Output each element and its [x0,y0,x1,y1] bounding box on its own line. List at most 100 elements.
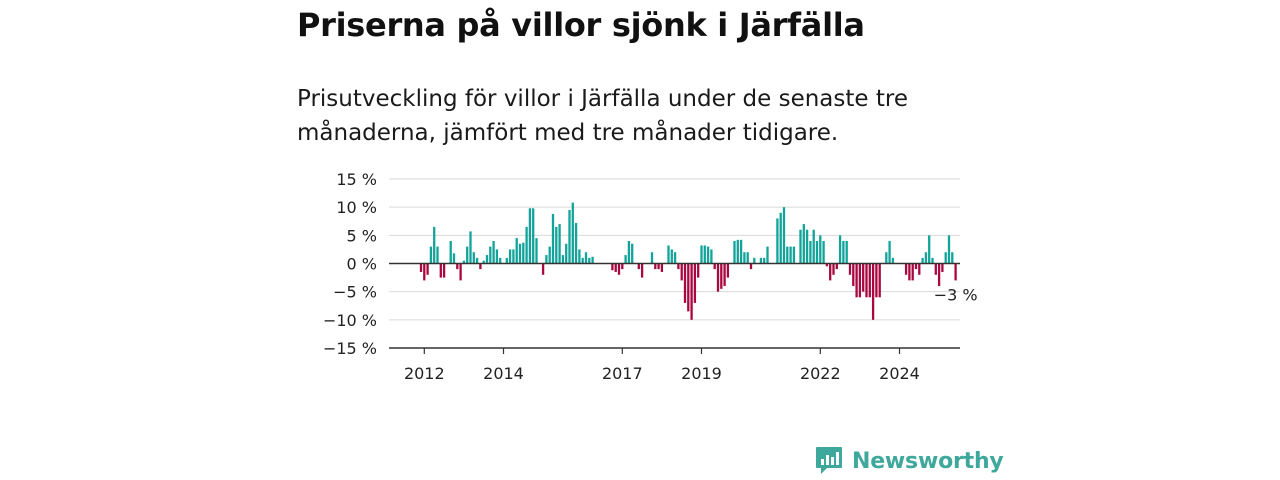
bar [683,263,687,303]
bar [508,249,512,264]
bar [660,263,664,272]
bar [825,263,829,267]
bar [555,226,558,264]
bar [627,240,631,264]
bar [439,263,442,278]
bar [937,263,941,287]
bar [548,246,551,264]
bar [779,212,782,264]
bar [578,249,581,264]
x-tick-label: 2017 [602,364,643,383]
bar [617,263,621,275]
bar [703,245,706,264]
bar [723,263,726,287]
bar [878,263,881,298]
bar [941,263,944,272]
chart-title: Priserna på villor sjönk i Järfälla [297,6,865,44]
bar [469,231,472,264]
y-tick-label: −10 % [323,311,377,330]
bar [908,263,911,281]
bar [568,209,571,264]
bar [442,263,446,278]
bar [713,263,716,270]
bar [733,240,736,264]
bar [805,229,809,264]
bar [680,263,683,281]
bar [891,257,895,264]
bar [670,249,673,264]
bar [637,263,640,270]
bar [591,256,594,264]
bar [852,263,855,287]
bar [561,255,565,264]
bar [838,235,842,264]
bar [918,263,921,275]
bar [419,263,423,272]
bar [954,263,957,281]
bar [565,243,568,264]
bar [716,263,720,292]
bar [782,207,786,264]
bar [499,257,502,264]
bar [677,263,680,270]
bar [819,235,822,264]
bar [640,263,644,278]
bar [541,263,545,275]
bar [792,246,796,264]
bar [584,252,588,264]
bar [776,218,779,264]
bar [614,263,617,272]
bar [766,246,769,264]
bar [710,249,713,264]
bar [472,252,475,264]
bar [951,252,954,264]
bar [855,263,858,298]
bar [611,263,614,271]
bar [558,224,561,264]
bar [518,243,522,264]
bar [489,246,492,264]
y-tick-label: 15 % [336,170,377,189]
bar [492,240,495,264]
bar [802,224,805,264]
bar [436,246,439,264]
bar [690,263,693,320]
bar [697,263,700,278]
bar [631,243,634,264]
bar [753,257,756,264]
bar [449,240,452,264]
bar [924,252,928,264]
bar [581,257,584,264]
bar [736,239,739,264]
bar [700,245,703,264]
x-tick-label: 2024 [879,364,920,383]
bar [934,263,937,275]
bar [528,208,532,264]
bar [485,255,489,264]
bar [871,263,875,320]
bar [532,208,535,264]
bars [419,202,957,320]
bar [505,257,508,264]
bar [667,245,670,264]
bar [799,229,802,264]
bar [535,238,538,264]
bar [621,263,624,270]
bar [462,260,466,264]
newsworthy-logo: Newsworthy [815,446,1004,476]
bar [657,263,660,270]
bar [512,249,515,264]
last-value-label: −3 % [934,285,978,304]
bar [845,240,848,264]
bar [904,263,908,275]
bar [433,226,436,264]
bar [650,252,654,264]
bar [574,222,578,264]
bar [545,255,548,264]
bar [842,240,845,264]
y-tick-label: −15 % [323,339,377,358]
bar [931,257,934,264]
bar [746,252,749,264]
bar [588,257,591,264]
bar [829,263,832,281]
